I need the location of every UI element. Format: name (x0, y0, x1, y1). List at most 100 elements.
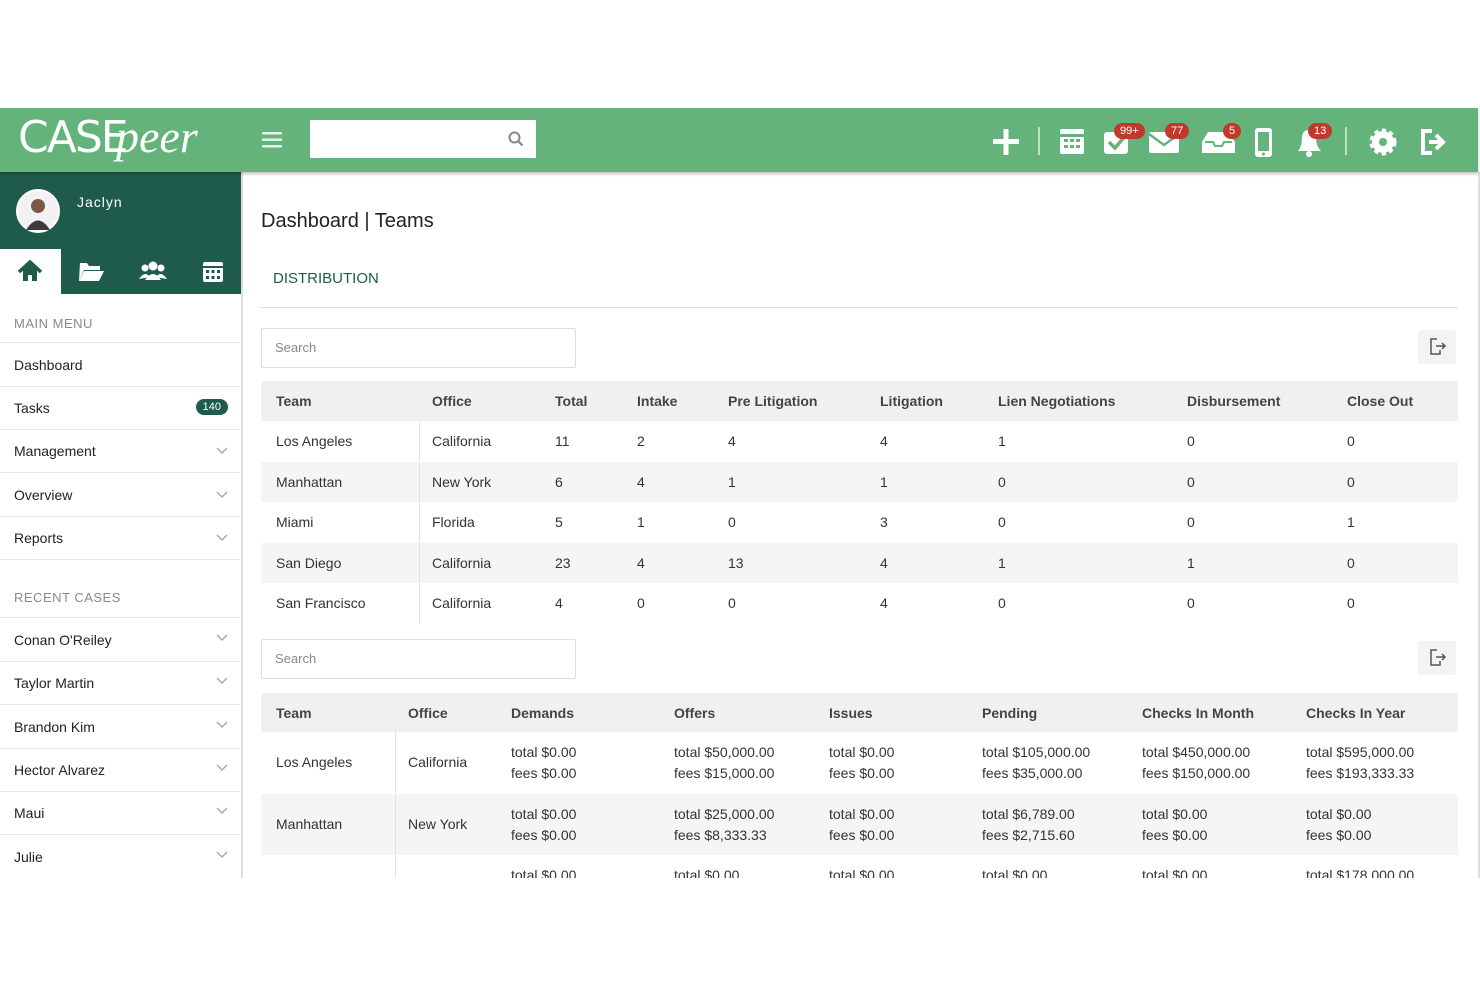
home-tab-icon[interactable] (17, 259, 43, 281)
column-header: Team (276, 393, 312, 409)
recent-case[interactable]: Maui (0, 791, 241, 836)
user-name[interactable]: Jaclyn (77, 194, 123, 210)
search-input[interactable]: Search (261, 328, 576, 368)
table-cell: 4 (555, 595, 563, 611)
recent-case[interactable]: Brandon Kim (0, 705, 241, 749)
cases-tab-icon[interactable] (79, 263, 104, 281)
search-icon (508, 131, 524, 147)
cell-divider (419, 542, 420, 583)
add-icon[interactable] (993, 129, 1019, 155)
table-cell: Manhattan (276, 815, 343, 832)
table-cell: 1 (1187, 554, 1195, 571)
table-cell: 0 (1347, 554, 1355, 571)
table-cell: total $595,000.00 (1306, 744, 1415, 760)
table-cell: California (432, 554, 492, 571)
menu-item[interactable]: Dashboard (0, 343, 241, 387)
recent-case-label[interactable]: Julie (14, 848, 43, 865)
table-cell: 0 (1187, 473, 1195, 490)
menu-item[interactable]: Tasks 140 (0, 386, 241, 431)
table-cell: 0 (728, 595, 736, 611)
cell-divider (419, 421, 420, 461)
column-header: Demands (511, 705, 575, 721)
menu-item[interactable]: Reports (0, 516, 241, 560)
menu-label[interactable]: Management (14, 443, 96, 460)
table-cell: 0 (1347, 433, 1355, 449)
recent-case[interactable]: Julie (0, 835, 241, 878)
column-header: Checks In Month (1142, 705, 1255, 721)
table-cell: total $105,000.00 (982, 744, 1091, 760)
recent-case[interactable]: Taylor Martin (0, 661, 241, 706)
table-cell: 4 (728, 433, 736, 449)
chevron-icon[interactable] (216, 491, 228, 499)
menu-label[interactable]: Tasks (14, 400, 50, 417)
table-cell: 23 (555, 554, 571, 571)
chevron-icon[interactable] (216, 807, 228, 815)
table-cell: 0 (998, 514, 1006, 530)
avatar[interactable] (16, 189, 60, 233)
global-search[interactable] (310, 120, 536, 158)
logo-case[interactable]: CASE (18, 112, 129, 163)
table-cell: fees $150,000.00 (1142, 765, 1251, 781)
settings-icon[interactable] (1369, 128, 1397, 156)
logout-icon[interactable] (1421, 129, 1446, 155)
calendar-tab-icon[interactable] (203, 262, 223, 282)
column-header: Offers (674, 705, 716, 721)
table-cell: total $0.00 (511, 867, 577, 878)
recent-case[interactable]: Hector Alvarez (0, 748, 241, 792)
recent-case-label[interactable]: Taylor Martin (14, 675, 95, 692)
table-cell: fees $15,000.00 (674, 765, 775, 781)
recent-case-label[interactable]: Hector Alvarez (14, 761, 106, 778)
search-placeholder: Search (275, 651, 317, 666)
table-cell: total $178,000.00 (1306, 867, 1415, 878)
table-cell: total $50,000.00 (674, 744, 775, 760)
teams-tab-icon[interactable] (139, 261, 167, 281)
cell-divider (419, 461, 420, 502)
chevron-icon[interactable] (216, 534, 228, 542)
table-cell: total $0.00 (674, 867, 740, 878)
chevron-icon[interactable] (216, 447, 228, 455)
app: CASE peer 99+ 77 5 13 (0, 108, 1480, 878)
table-cell: 0 (1187, 433, 1195, 449)
recent-case-label[interactable]: Brandon Kim (14, 718, 95, 735)
chevron-icon[interactable] (216, 634, 228, 642)
menu-label[interactable]: Overview (14, 486, 73, 503)
cell-divider (419, 583, 420, 623)
table-cell: 4 (880, 595, 888, 611)
menu-label[interactable]: Reports (14, 529, 64, 546)
table-cell: 4 (637, 473, 645, 490)
distribution-tab[interactable]: DISTRIBUTION (273, 270, 379, 287)
chevron-icon[interactable] (216, 677, 228, 685)
column-header: Total (555, 393, 588, 409)
table-cell: Los Angeles (276, 433, 353, 449)
column-header: Checks In Year (1306, 705, 1406, 721)
search-input[interactable]: Search (261, 639, 576, 679)
logo-peer[interactable]: peer (116, 111, 198, 162)
menu-item[interactable]: Management (0, 429, 241, 474)
table-header (261, 381, 1458, 421)
menu-item[interactable]: Overview (0, 473, 241, 517)
sidebar-tabs (17, 259, 223, 282)
menu-divider (0, 617, 241, 618)
chevron-icon[interactable] (216, 850, 228, 859)
table-cell: 1 (998, 554, 1006, 571)
table-cell: 3 (880, 514, 888, 530)
recent-case-label[interactable]: Conan O'Reiley (14, 632, 112, 648)
table-cell: 4 (880, 554, 888, 571)
calendar-icon[interactable] (1060, 129, 1084, 154)
export-button[interactable] (1418, 330, 1456, 364)
recent-case-label[interactable]: Maui (14, 805, 45, 822)
export-button[interactable] (1418, 641, 1456, 675)
table-cell: New York (432, 473, 492, 490)
table-cell: California (432, 595, 492, 611)
phone-icon[interactable] (1255, 128, 1272, 157)
chevron-icon[interactable] (216, 764, 228, 772)
menu-toggle[interactable] (262, 130, 284, 150)
menu-label[interactable]: Dashboard (14, 357, 83, 373)
table-cell: 0 (1187, 514, 1195, 530)
recent-case[interactable]: Conan O'Reiley (0, 618, 241, 662)
chevron-icon[interactable] (216, 721, 228, 729)
column-header: Office (432, 393, 472, 409)
table-cell: Manhattan (276, 473, 343, 490)
column-header: Litigation (880, 393, 943, 409)
main-content: Dashboard | Teams DISTRIBUTION Search Tea… (243, 172, 1480, 878)
